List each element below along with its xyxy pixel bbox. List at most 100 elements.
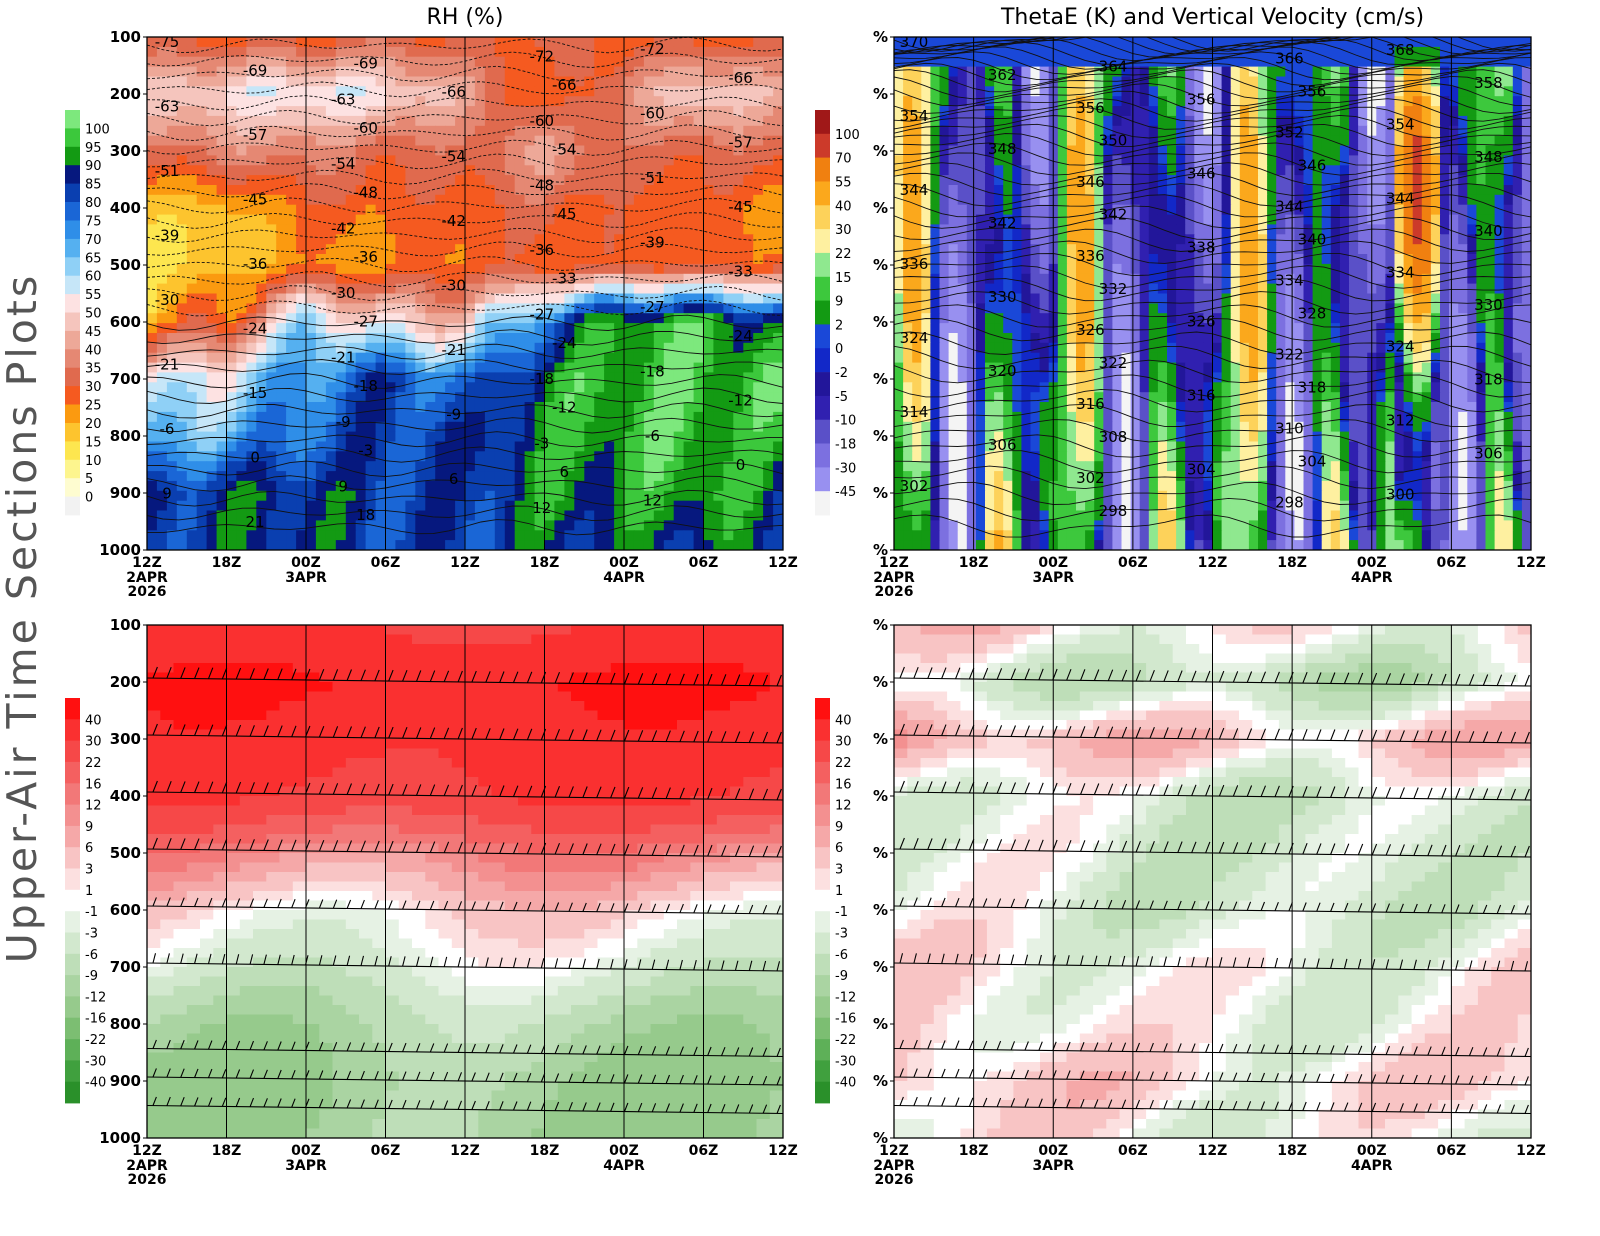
- rh-cell: [147, 352, 158, 364]
- w-cell: [1394, 46, 1405, 58]
- rh-cell: [534, 263, 546, 275]
- rh-cell: [753, 244, 764, 255]
- w-cell: [1449, 234, 1459, 245]
- rh-cell: [455, 303, 466, 314]
- x-tick-label: 12Z: [768, 555, 798, 571]
- w-cell: [1276, 96, 1286, 107]
- w-cell: [903, 125, 913, 137]
- w-cell: [1494, 86, 1505, 97]
- rh-cell: [325, 234, 337, 245]
- rh-cell: [723, 283, 734, 295]
- w-cell: [1203, 194, 1214, 206]
- rh-cell: [335, 145, 347, 156]
- w-cell: [1148, 37, 1159, 48]
- w-cell: [1458, 175, 1468, 186]
- rh-cell: [455, 540, 466, 550]
- w-cell: [1376, 76, 1386, 87]
- rh-cell: [246, 86, 257, 97]
- w-cell: [1176, 86, 1186, 97]
- rh-cell: [474, 471, 486, 482]
- contour-label: -66: [441, 83, 466, 101]
- rh-cell: [345, 96, 357, 107]
- w-cell: [1476, 37, 1487, 48]
- rh-cell: [693, 86, 705, 97]
- w-cell: [1212, 185, 1223, 196]
- rh-cell: [325, 490, 337, 502]
- w-cell: [1321, 135, 1332, 147]
- rh-cell: [494, 273, 506, 285]
- rh-cell: [276, 293, 287, 304]
- w-cell: [1430, 76, 1441, 87]
- rh-cell: [246, 382, 257, 393]
- w-cell: [1167, 145, 1177, 156]
- rh-cell: [514, 451, 526, 462]
- rh-cell: [206, 76, 218, 87]
- rh-cell: [633, 411, 645, 423]
- rh-cell: [286, 273, 297, 285]
- rh-cell: [375, 214, 387, 226]
- rh-cell: [773, 421, 783, 433]
- rh-cell: [335, 540, 347, 550]
- rh-cell: [604, 56, 615, 68]
- w-cell: [1057, 135, 1068, 147]
- w-cell: [1303, 234, 1314, 245]
- w-cell: [1185, 175, 1195, 186]
- rh-cell: [335, 431, 347, 443]
- rh-cell: [733, 540, 744, 550]
- rh-cell: [653, 411, 665, 423]
- x-tick-label: 06Z: [371, 555, 401, 571]
- rh-cell: [663, 115, 675, 127]
- w-cell: [1403, 56, 1414, 68]
- rh-cell: [365, 451, 377, 462]
- rh-cell: [196, 283, 208, 295]
- w-cell: [1321, 194, 1332, 206]
- rh-cell: [534, 451, 546, 462]
- rh-cell: [753, 352, 764, 364]
- w-cell: [1212, 145, 1223, 156]
- rh-cell: [564, 421, 575, 433]
- rh-cell: [474, 263, 486, 275]
- rh-cell: [276, 510, 287, 521]
- w-cell: [1039, 194, 1050, 206]
- rh-cell: [743, 194, 754, 206]
- rh-cell: [633, 185, 645, 196]
- w-cell: [921, 37, 931, 48]
- w-cell: [1203, 155, 1214, 166]
- rh-cell: [375, 96, 387, 107]
- rh-cell: [176, 155, 188, 166]
- rh-cell: [335, 352, 347, 364]
- rh-cell: [504, 76, 516, 87]
- rh-cell: [415, 431, 426, 443]
- rh-cell: [494, 530, 506, 541]
- rh-cell: [256, 402, 267, 413]
- rh-cell: [206, 510, 218, 521]
- rh-cell: [385, 441, 396, 452]
- rh-cell: [743, 185, 754, 196]
- rh-cell: [425, 46, 436, 58]
- w-cell: [1267, 115, 1277, 127]
- rh-cell: [435, 56, 446, 68]
- rh-cell: [415, 362, 426, 374]
- w-cell: [1512, 46, 1523, 58]
- rh-cell: [196, 530, 208, 541]
- w-cell: [1339, 204, 1350, 216]
- rh-cell: [196, 352, 208, 364]
- rh-cell: [574, 293, 585, 304]
- w-cell: [1512, 145, 1523, 156]
- rh-cell: [445, 530, 456, 541]
- rh-cell: [753, 441, 764, 452]
- rh-cell: [395, 303, 406, 314]
- rh-cell: [633, 115, 645, 127]
- rh-cell: [375, 165, 387, 176]
- rh-cell: [683, 362, 695, 374]
- w-cell: [1521, 66, 1531, 78]
- rh-cell: [435, 194, 446, 206]
- w-cell: [957, 135, 968, 147]
- w-cell: [1476, 234, 1487, 245]
- w-cell: [1076, 115, 1086, 127]
- w-cell: [1112, 115, 1123, 127]
- rh-cell: [693, 145, 705, 156]
- rh-cell: [773, 480, 783, 492]
- rh-cell: [733, 333, 744, 344]
- w-cell: [1303, 224, 1314, 235]
